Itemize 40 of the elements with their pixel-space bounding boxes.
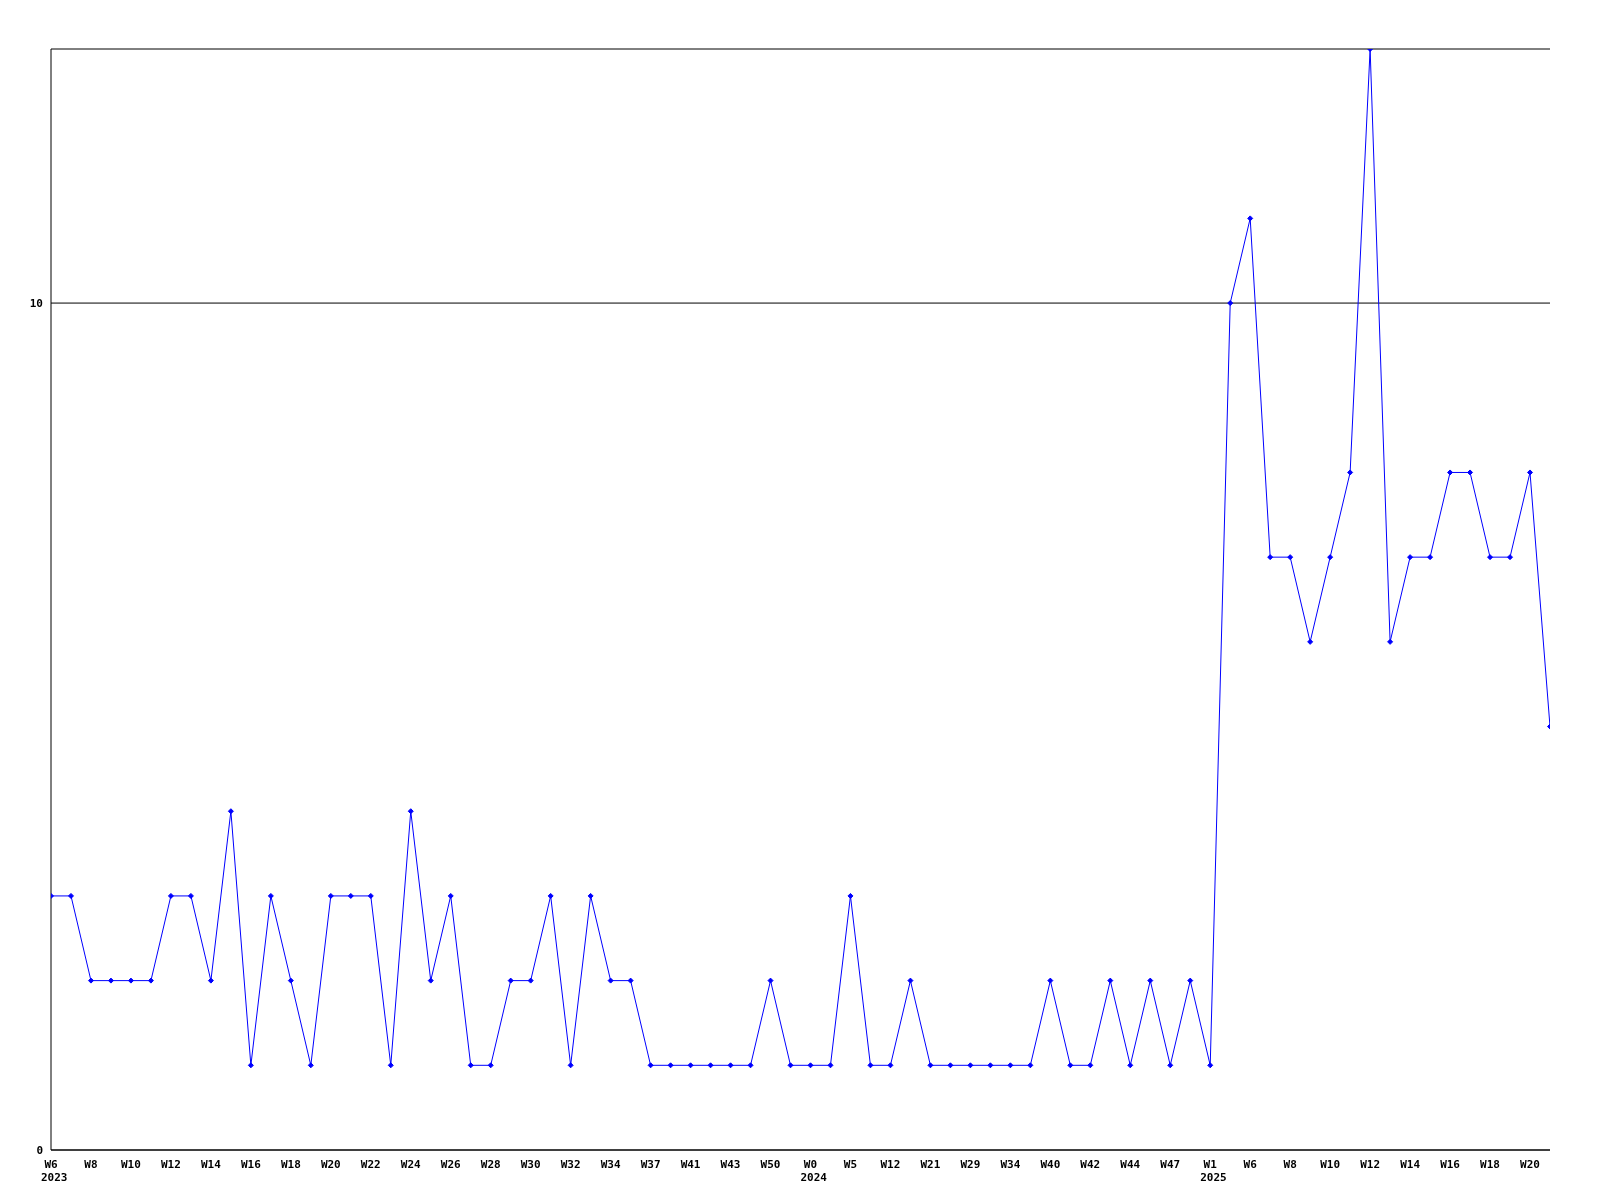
x-tick-label: W34 (1000, 1158, 1021, 1171)
x-tick-label: W10 (1320, 1158, 1341, 1171)
x-tick-label: W29 (960, 1158, 981, 1171)
x-tick-label: W24 (400, 1158, 422, 1171)
x-tick-label: W18 (280, 1158, 301, 1171)
x-tick-label: W10 (121, 1158, 141, 1171)
x-tick-label: W16 (1440, 1158, 1461, 1171)
x-tick-label: W6 2023 (41, 1158, 68, 1184)
x-tick-label: W40 (1040, 1158, 1061, 1171)
x-tick-label: W34 (600, 1158, 621, 1171)
x-tick-label: W0 2024 (800, 1158, 828, 1184)
x-tick-label: W16 (240, 1158, 262, 1171)
x-tick-label: W20 (320, 1158, 341, 1171)
x-tick-label: W14 (1400, 1158, 1421, 1171)
x-tick-label: W32 (560, 1158, 581, 1171)
x-tick-label: W30 (520, 1158, 541, 1171)
x-tick-label: W12 (160, 1158, 181, 1171)
x-tick-label: W8 (1283, 1158, 1297, 1171)
x-tick-label: W47 (1160, 1158, 1181, 1171)
x-tick-label: W18 (1480, 1158, 1500, 1171)
x-tick-label: W26 (440, 1158, 462, 1171)
x-tick-label: W22 (360, 1158, 381, 1171)
x-tick-label: W44 (1120, 1158, 1141, 1171)
x-tick-label: W5 (843, 1158, 858, 1171)
x-tick-label: W20 (1520, 1158, 1540, 1171)
y-tick-label: 0 (36, 1143, 43, 1157)
x-tick-label: W28 (480, 1158, 501, 1171)
x-tick-label: W21 (920, 1158, 941, 1171)
x-tick-label: W14 (200, 1158, 222, 1171)
x-tick-label: W1 2025 (1200, 1158, 1227, 1184)
x-tick-label: W50 (760, 1158, 781, 1171)
x-tick-label: W37 (640, 1158, 661, 1171)
x-tick-label: W8 (84, 1158, 98, 1171)
x-tick-label: W12 (880, 1158, 901, 1171)
y-tick-label: 10 (29, 296, 43, 310)
x-tick-label: W42 (1080, 1158, 1101, 1171)
x-tick-label: W43 (720, 1158, 741, 1171)
x-tick-label: W41 (680, 1158, 701, 1171)
x-tick-label: W6 (1243, 1158, 1258, 1171)
x-tick-label: W12 (1360, 1158, 1381, 1171)
